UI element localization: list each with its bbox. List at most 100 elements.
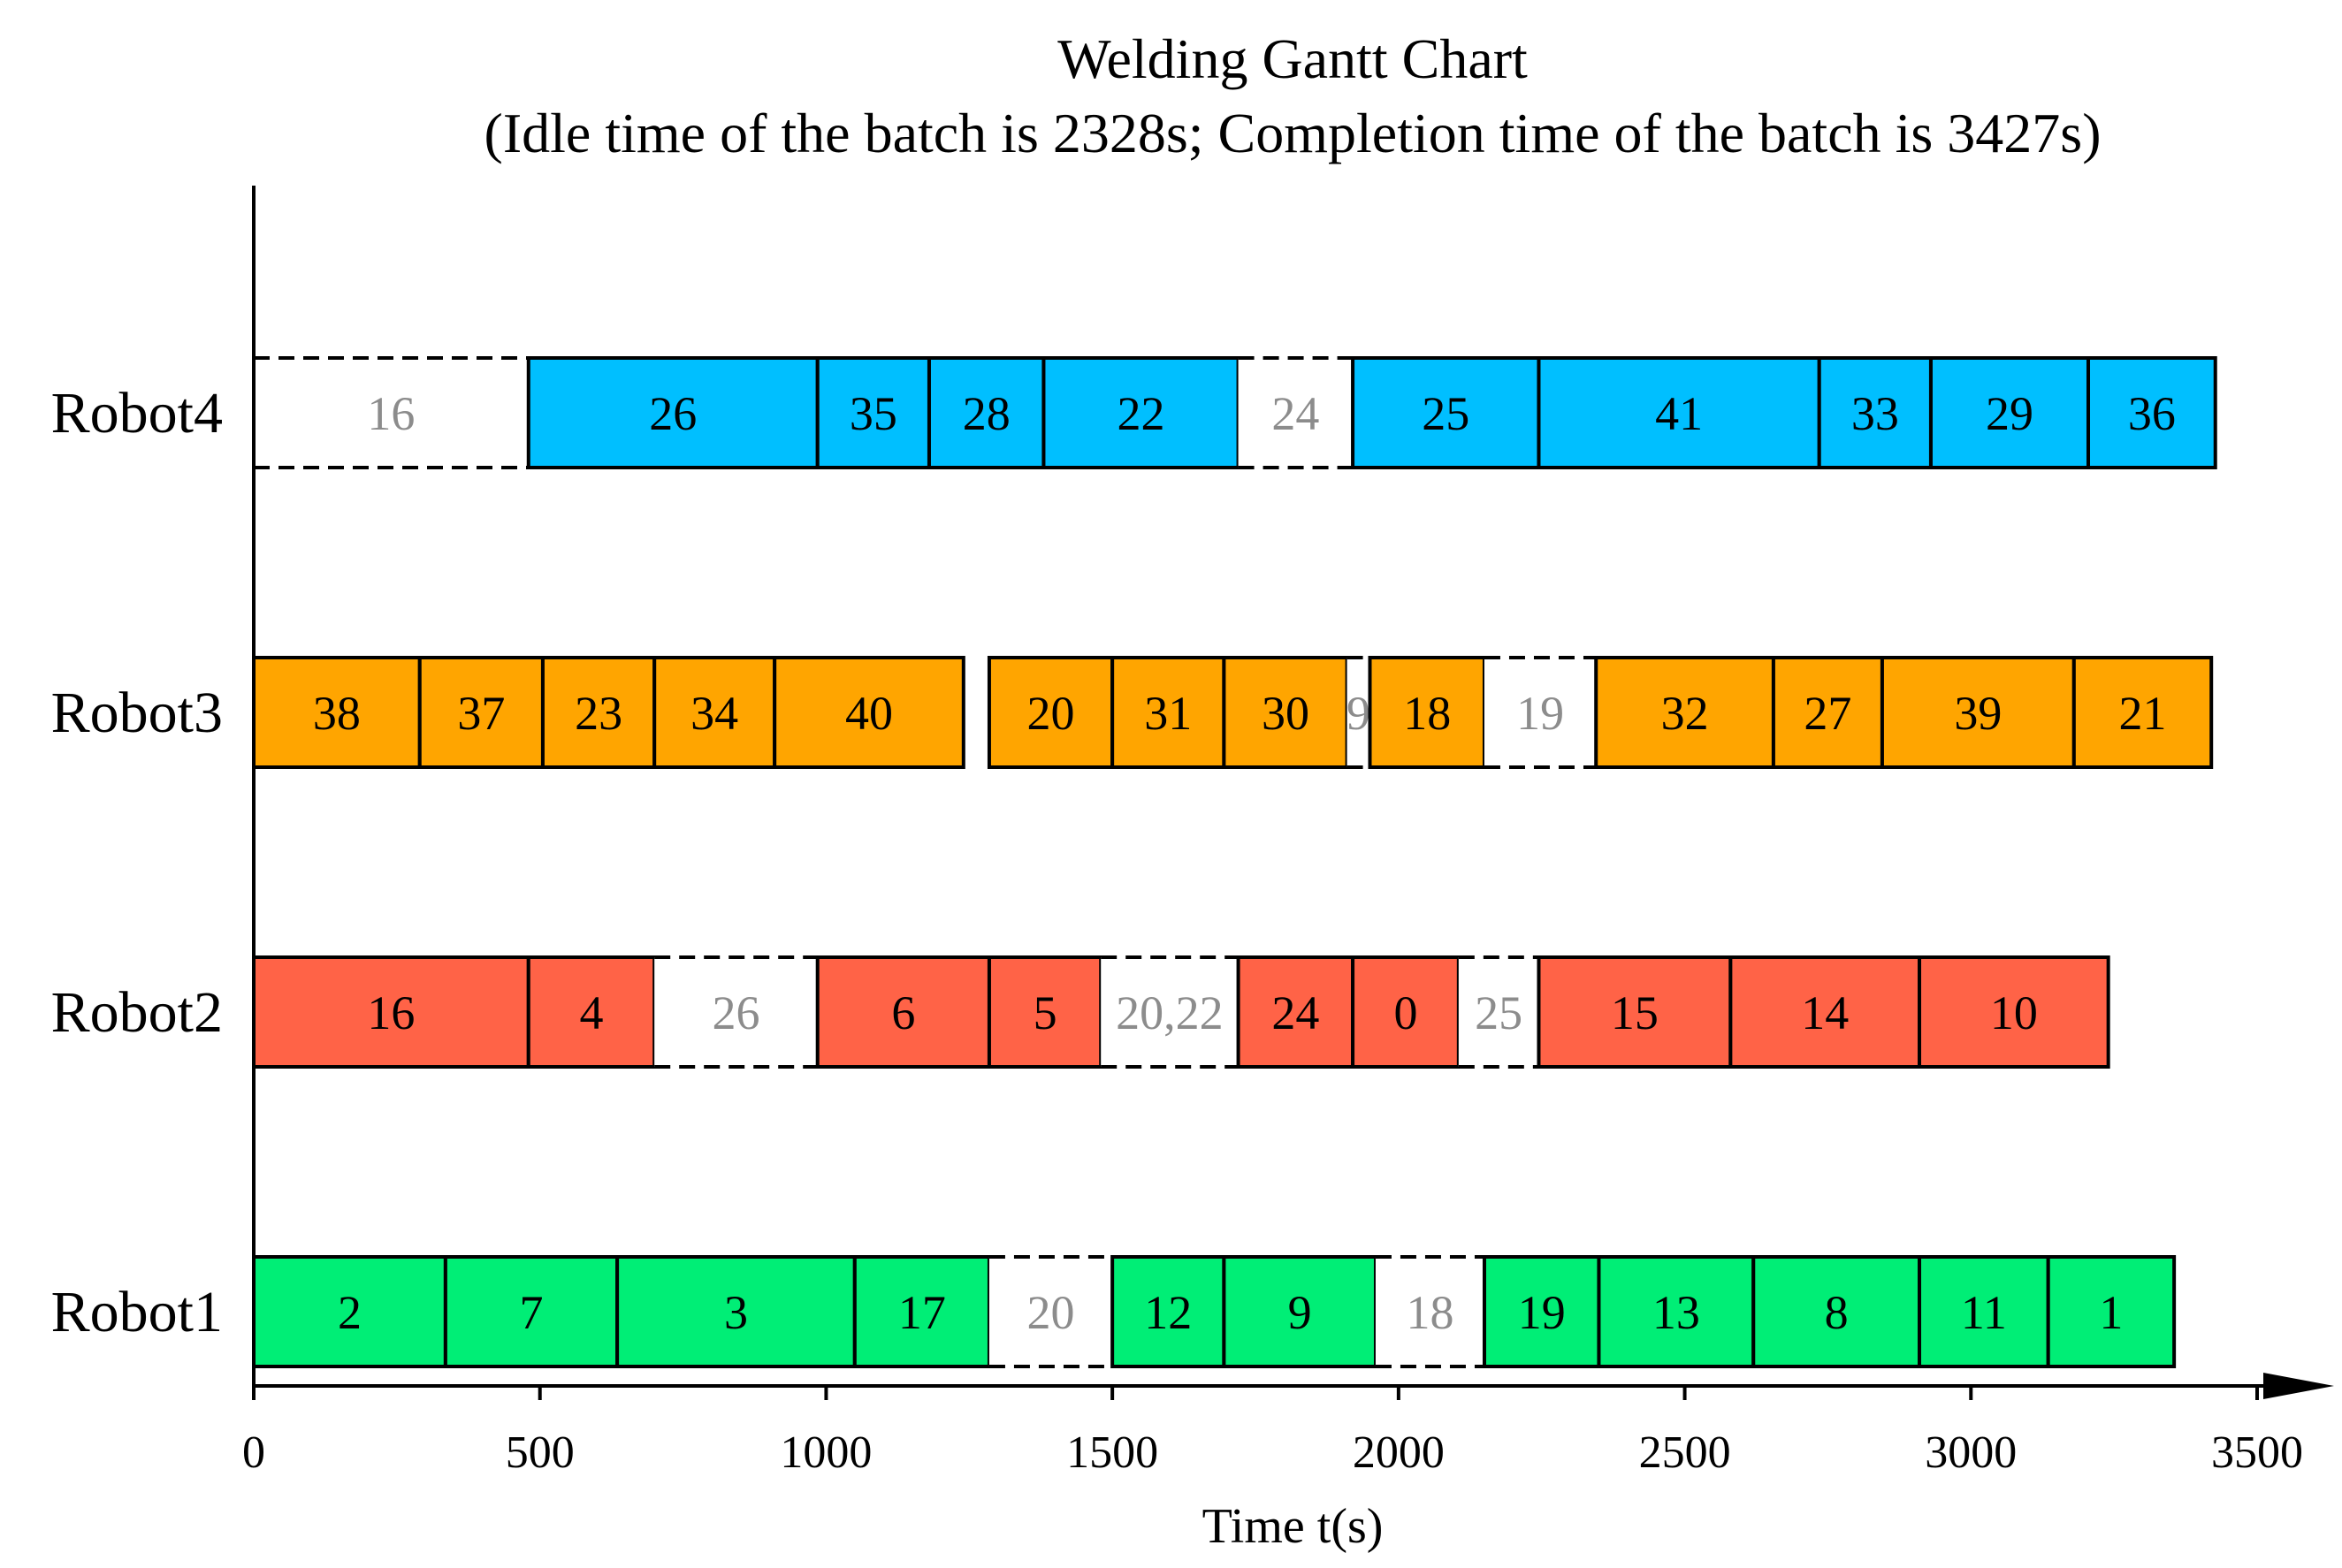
robot3-task-bar xyxy=(773,656,965,769)
robot4-task-bar xyxy=(1928,356,2091,469)
robot1-task-bar xyxy=(1110,1255,1226,1368)
robot1-task-bar xyxy=(1751,1255,1922,1368)
robot2-task-bar xyxy=(252,955,530,1069)
robot4-task-label: 29 xyxy=(1986,387,2033,440)
robot3-task-label: 27 xyxy=(1804,687,1851,740)
robot4-idle-bar xyxy=(1238,358,1354,468)
x-axis-arrow xyxy=(2263,1373,2334,1399)
robot3-task-label: 34 xyxy=(690,687,738,740)
robot3-task-label: 20 xyxy=(1027,687,1075,740)
robot3-task-label: 38 xyxy=(313,687,361,740)
robot1-task-bar xyxy=(852,1255,991,1368)
robot2-task-label: 15 xyxy=(1611,986,1659,1039)
robot2-idle-bar xyxy=(1101,957,1239,1067)
robot1-idle-label: 18 xyxy=(1406,1286,1453,1339)
x-axis-ticks: 0 500 1000 1500 2000 2500 3000 3500 xyxy=(242,1386,2303,1478)
robot1-task-bar xyxy=(1222,1255,1377,1368)
robot2-label: Robot2 xyxy=(51,980,223,1045)
robot3-task-label: 39 xyxy=(1954,687,2002,740)
robot1-task-label: 3 xyxy=(724,1286,748,1339)
robot1-task-label: 8 xyxy=(1825,1286,1849,1339)
robot-labels: Robot4 Robot3 Robot2 Robot1 xyxy=(51,381,223,1344)
robot3-task-bar xyxy=(1368,656,1486,769)
robot4-idle-label: 16 xyxy=(367,387,415,440)
robot1-task-bar xyxy=(1918,1255,2050,1368)
robot4-label: Robot4 xyxy=(51,381,223,445)
robot3-idle-label: 19 xyxy=(1516,687,1564,740)
robot4-idle-label: 24 xyxy=(1271,387,1319,440)
robot4-task-label: 41 xyxy=(1655,387,1703,440)
robot1-task-label: 13 xyxy=(1652,1286,1700,1339)
robot4-task-label: 36 xyxy=(2128,387,2176,440)
robot2-task-label: 14 xyxy=(1801,986,1849,1039)
robot1-task-label: 12 xyxy=(1144,1286,1192,1339)
robot3-task-bar xyxy=(652,656,777,769)
x-tick-label: 2000 xyxy=(1353,1427,1445,1478)
robot2-task-label: 10 xyxy=(1990,986,2038,1039)
robot2-idle-bar xyxy=(1458,957,1539,1067)
robot2-idle-label: 26 xyxy=(712,986,759,1039)
robot1-task-bar xyxy=(443,1255,620,1368)
x-tick-label: 1000 xyxy=(780,1427,872,1478)
robot4-task-label: 26 xyxy=(649,387,697,440)
robot1-task-bar xyxy=(1482,1255,1601,1368)
robot4-task-bar xyxy=(526,356,820,469)
robot3-task-label: 23 xyxy=(575,687,622,740)
robot1-task-label: 11 xyxy=(1961,1286,2007,1339)
chart-subtitle: (Idle time of the batch is 2328s; Comple… xyxy=(484,102,2102,164)
x-tick-label: 3500 xyxy=(2211,1427,2303,1478)
robot3-task-bar xyxy=(1222,656,1349,769)
robot4-task-bar xyxy=(1817,356,1933,469)
robot3-idle-label: 9 xyxy=(1346,687,1370,740)
robot2-task-label: 16 xyxy=(367,986,415,1039)
robot2-task-bar xyxy=(1351,955,1461,1069)
robot1-task-label: 17 xyxy=(898,1286,946,1339)
robot3-task-bar xyxy=(987,656,1115,769)
robot4-task-label: 25 xyxy=(1422,387,1469,440)
robot3-task-bar xyxy=(1110,656,1226,769)
robot3-task-bar xyxy=(1880,656,2076,769)
robot3-task-bar xyxy=(1771,656,1884,769)
robot4-task-bar xyxy=(815,356,931,469)
robot2-task-label: 4 xyxy=(579,986,603,1039)
x-tick-label: 500 xyxy=(506,1427,575,1478)
robot2-task-bar xyxy=(526,955,657,1069)
x-tick-label: 0 xyxy=(242,1427,265,1478)
robot1-task-label: 7 xyxy=(520,1286,544,1339)
robot4-idle-bar xyxy=(254,358,529,468)
robot1-label: Robot1 xyxy=(51,1280,223,1344)
robot1-idle-bar xyxy=(1375,1257,1484,1366)
robot2-task-bar xyxy=(987,955,1103,1069)
robot3-task-bar xyxy=(417,656,545,769)
robot4-task-label: 22 xyxy=(1118,387,1165,440)
robot1-task-label: 9 xyxy=(1288,1286,1312,1339)
robot3-task-label: 37 xyxy=(457,687,505,740)
robot4-task-bar xyxy=(1537,356,1821,469)
robot2-task-label: 5 xyxy=(1034,986,1057,1039)
chart-title: Welding Gantt Chart xyxy=(1057,27,1528,90)
robot2-task-label: 0 xyxy=(1393,986,1417,1039)
robot2-task-bar xyxy=(1537,955,1733,1069)
robot1-idle-label: 20 xyxy=(1027,1286,1075,1339)
x-tick-label: 2500 xyxy=(1639,1427,1731,1478)
robot2-task-bar xyxy=(1918,955,2110,1069)
robot4-task-label: 33 xyxy=(1851,387,1899,440)
robot2-task-label: 24 xyxy=(1271,986,1319,1039)
robot3-task-label: 32 xyxy=(1661,687,1709,740)
robot1-idle-bar xyxy=(988,1257,1113,1366)
robot1-task-bar xyxy=(252,1255,447,1368)
robot2-idle-label: 25 xyxy=(1475,986,1522,1039)
robot3-task-label: 30 xyxy=(1262,687,1309,740)
robot3-task-label: 31 xyxy=(1144,687,1192,740)
robot3-task-label: 21 xyxy=(2119,687,2167,740)
robot2-task-label: 6 xyxy=(891,986,915,1039)
robot1-task-label: 2 xyxy=(338,1286,362,1339)
robot3-task-label: 40 xyxy=(845,687,893,740)
robot1-task-label: 19 xyxy=(1518,1286,1566,1339)
robot3-label: Robot3 xyxy=(51,681,223,745)
robot3-idle-bar xyxy=(1484,658,1597,767)
robot3-task-bar xyxy=(1594,656,1775,769)
robot4-task-bar xyxy=(1041,356,1240,469)
